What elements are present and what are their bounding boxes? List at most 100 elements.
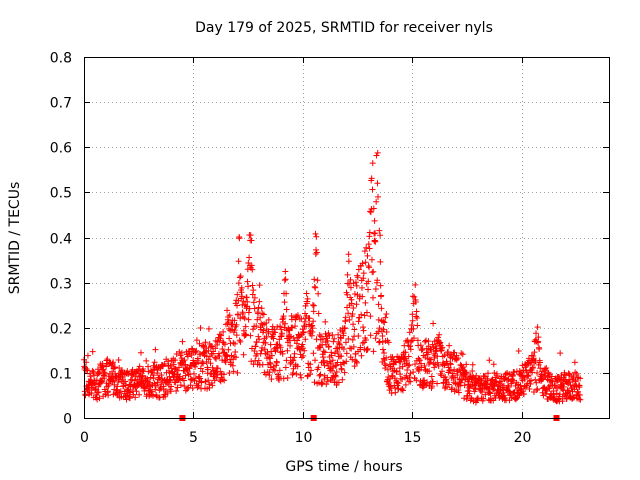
data-point — [509, 372, 516, 379]
data-point — [290, 357, 297, 364]
data-point — [371, 230, 378, 237]
data-point — [281, 277, 288, 284]
data-point — [433, 345, 440, 352]
data-point — [186, 365, 193, 372]
data-point — [421, 362, 428, 369]
data-point — [180, 358, 187, 365]
data-point — [508, 380, 515, 387]
data-point — [329, 331, 336, 338]
data-point — [250, 299, 257, 306]
data-point — [248, 262, 255, 269]
data-point — [315, 310, 322, 317]
data-point — [308, 367, 315, 374]
data-point — [88, 376, 95, 383]
data-point — [95, 370, 102, 377]
data-point — [366, 229, 373, 236]
data-point — [352, 279, 359, 286]
data-point — [230, 339, 237, 346]
data-point — [350, 343, 357, 350]
data-point — [172, 366, 179, 373]
data-point — [219, 345, 226, 352]
data-point — [354, 359, 360, 366]
data-point — [480, 395, 487, 402]
data-point — [253, 339, 260, 346]
data-point — [340, 359, 347, 366]
data-point — [282, 268, 289, 275]
data-point — [132, 394, 139, 401]
data-point — [526, 378, 533, 385]
data-point — [313, 233, 320, 240]
data-point — [347, 284, 354, 291]
data-point — [145, 382, 152, 389]
data-point — [367, 332, 374, 339]
data-point — [200, 360, 207, 367]
data-point — [355, 333, 362, 340]
data-point — [572, 369, 579, 376]
data-point — [359, 260, 366, 267]
data-point — [458, 350, 465, 357]
data-point — [465, 387, 472, 394]
data-point — [536, 359, 543, 366]
data-point — [238, 284, 245, 291]
data-point — [355, 318, 362, 325]
data-point — [87, 373, 94, 380]
data-point — [486, 389, 493, 396]
data-point — [424, 379, 431, 386]
data-point — [221, 377, 228, 384]
data-point — [564, 389, 571, 396]
y-tick-label: 0.3 — [50, 277, 72, 293]
data-point — [136, 391, 143, 398]
data-point — [256, 336, 263, 343]
data-point — [211, 354, 218, 361]
data-point — [272, 329, 279, 336]
data-point — [413, 377, 420, 384]
data-point — [326, 332, 333, 339]
data-point — [278, 330, 285, 337]
data-point — [205, 377, 212, 384]
data-point — [309, 322, 316, 329]
data-point — [242, 331, 249, 338]
data-point — [194, 384, 201, 391]
data-point — [553, 390, 560, 397]
data-point — [228, 359, 234, 366]
data-point — [351, 363, 358, 370]
data-point — [360, 270, 367, 277]
data-point — [256, 282, 263, 289]
data-point — [354, 274, 361, 281]
y-tick-label: 0.1 — [50, 367, 72, 383]
data-point — [395, 380, 402, 387]
data-point — [466, 390, 473, 397]
data-point — [405, 362, 412, 369]
data-point — [313, 246, 320, 253]
data-point — [348, 300, 355, 307]
data-point — [441, 361, 448, 368]
data-point — [251, 294, 258, 301]
data-point — [245, 316, 252, 323]
data-point — [386, 379, 393, 386]
data-point — [368, 175, 375, 182]
data-point — [493, 379, 500, 386]
data-point — [393, 368, 400, 375]
data-point — [370, 205, 377, 212]
data-point — [247, 232, 254, 239]
y-tick-label: 0.8 — [50, 51, 72, 67]
data-point — [251, 305, 258, 312]
data-point — [307, 361, 314, 368]
data-point — [244, 278, 251, 285]
data-point — [126, 395, 133, 402]
data-point — [425, 343, 432, 350]
data-point — [268, 376, 275, 383]
data-point — [365, 263, 372, 270]
data-point — [192, 363, 199, 370]
data-point — [359, 293, 366, 300]
data-point — [463, 361, 470, 368]
data-point — [244, 298, 251, 305]
data-point — [345, 310, 352, 317]
data-point — [445, 348, 452, 355]
data-point — [536, 345, 543, 352]
data-point — [403, 357, 410, 364]
data-point — [369, 269, 376, 276]
data-point — [258, 320, 265, 327]
data-point — [313, 249, 320, 256]
